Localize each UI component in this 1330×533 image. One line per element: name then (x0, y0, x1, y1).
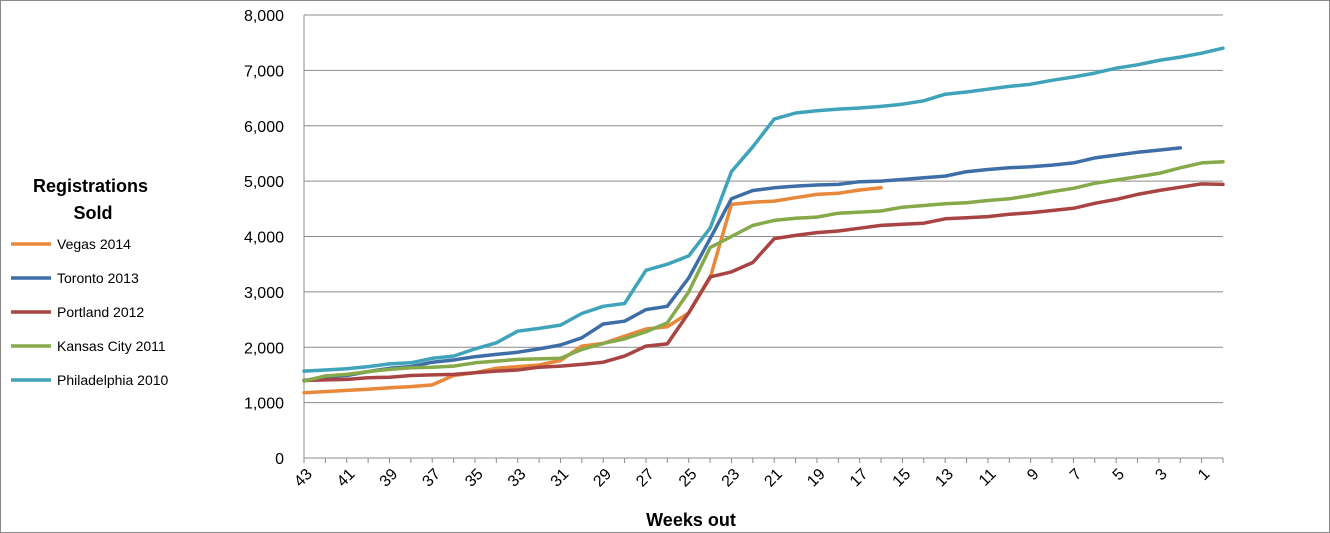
legend-title: Registrations Sold (33, 176, 153, 223)
x-tick-label: 37 (419, 466, 444, 491)
legend-title-line-2: Sold (74, 203, 113, 223)
x-tick-label: 9 (1024, 466, 1042, 484)
x-tick-label: 19 (804, 466, 829, 491)
y-tick-label: 4,000 (244, 230, 284, 247)
x-tick-label: 11 (976, 466, 1000, 490)
y-tick-label: 7,000 (244, 63, 284, 80)
x-tick-label: 13 (932, 466, 957, 491)
x-tick-label: 1 (1195, 466, 1213, 484)
y-tick-label: 0 (275, 451, 284, 468)
legend: Registrations Sold Vegas 2014 Toronto 201… (11, 176, 169, 388)
x-tick-label: 3 (1152, 466, 1170, 484)
legend-items: Vegas 2014 Toronto 2013 Portland 2012 Kansa… (11, 236, 169, 388)
x-tick-label: 5 (1110, 466, 1128, 484)
series-line-philadelphia-2010 (302, 46, 1225, 373)
x-tick-label: 35 (462, 466, 487, 491)
x-tick-label: 41 (334, 466, 359, 491)
legend-label: Portland 2012 (57, 304, 144, 320)
x-tick-label: 29 (590, 466, 615, 491)
y-tick-label: 1,000 (244, 396, 284, 413)
series-line-portland-2012 (302, 182, 1225, 383)
x-tick-label: 43 (291, 466, 316, 491)
gridlines (304, 14, 1223, 404)
series-line-toronto-2013 (302, 146, 1183, 383)
x-tick-label: 31 (548, 466, 573, 491)
x-tick-label: 21 (761, 466, 786, 491)
x-tick-label: 39 (377, 466, 402, 491)
series-lines (302, 46, 1225, 395)
series-line-kansas-city-2011 (302, 159, 1225, 383)
legend-label: Vegas 2014 (57, 236, 131, 252)
legend-item-toronto-2013: Toronto 2013 (11, 270, 139, 286)
legend-item-vegas-2014: Vegas 2014 (11, 236, 131, 252)
x-tick-label: 25 (676, 466, 701, 491)
y-tick-label: 6,000 (244, 119, 284, 136)
x-tick-label: 27 (633, 466, 658, 491)
y-tick-label: 3,000 (244, 285, 284, 302)
legend-label: Toronto 2013 (57, 270, 139, 286)
legend-item-portland-2012: Portland 2012 (11, 304, 144, 320)
x-tick-label: 23 (719, 466, 744, 491)
y-tick-label: 8,000 (244, 8, 284, 25)
x-axis-title: Weeks out (646, 510, 736, 530)
x-tick-label: 15 (890, 466, 915, 491)
legend-item-kansas-city-2011: Kansas City 2011 (11, 338, 166, 354)
y-tick-labels: 0 1,000 2,000 3,000 4,000 5,000 6,000 7,000 8,00… (244, 8, 284, 468)
x-tick-label: 33 (505, 466, 530, 491)
legend-title-line-1: Registrations (33, 176, 148, 196)
y-tick-label: 2,000 (244, 340, 284, 357)
y-tick-label: 5,000 (244, 174, 284, 191)
axes (303, 15, 1224, 463)
legend-item-philadelphia-2010: Philadelphia 2010 (11, 372, 169, 388)
legend-label: Philadelphia 2010 (57, 372, 169, 388)
x-tick-label: 17 (847, 466, 872, 491)
legend-label: Kansas City 2011 (57, 338, 166, 354)
x-tick-label: 7 (1067, 466, 1085, 484)
x-tick-labels: 43 41 39 37 35 33 31 29 27 25 23 21 19 17 15 13 11 9 7 5 3 1 (291, 466, 1213, 491)
